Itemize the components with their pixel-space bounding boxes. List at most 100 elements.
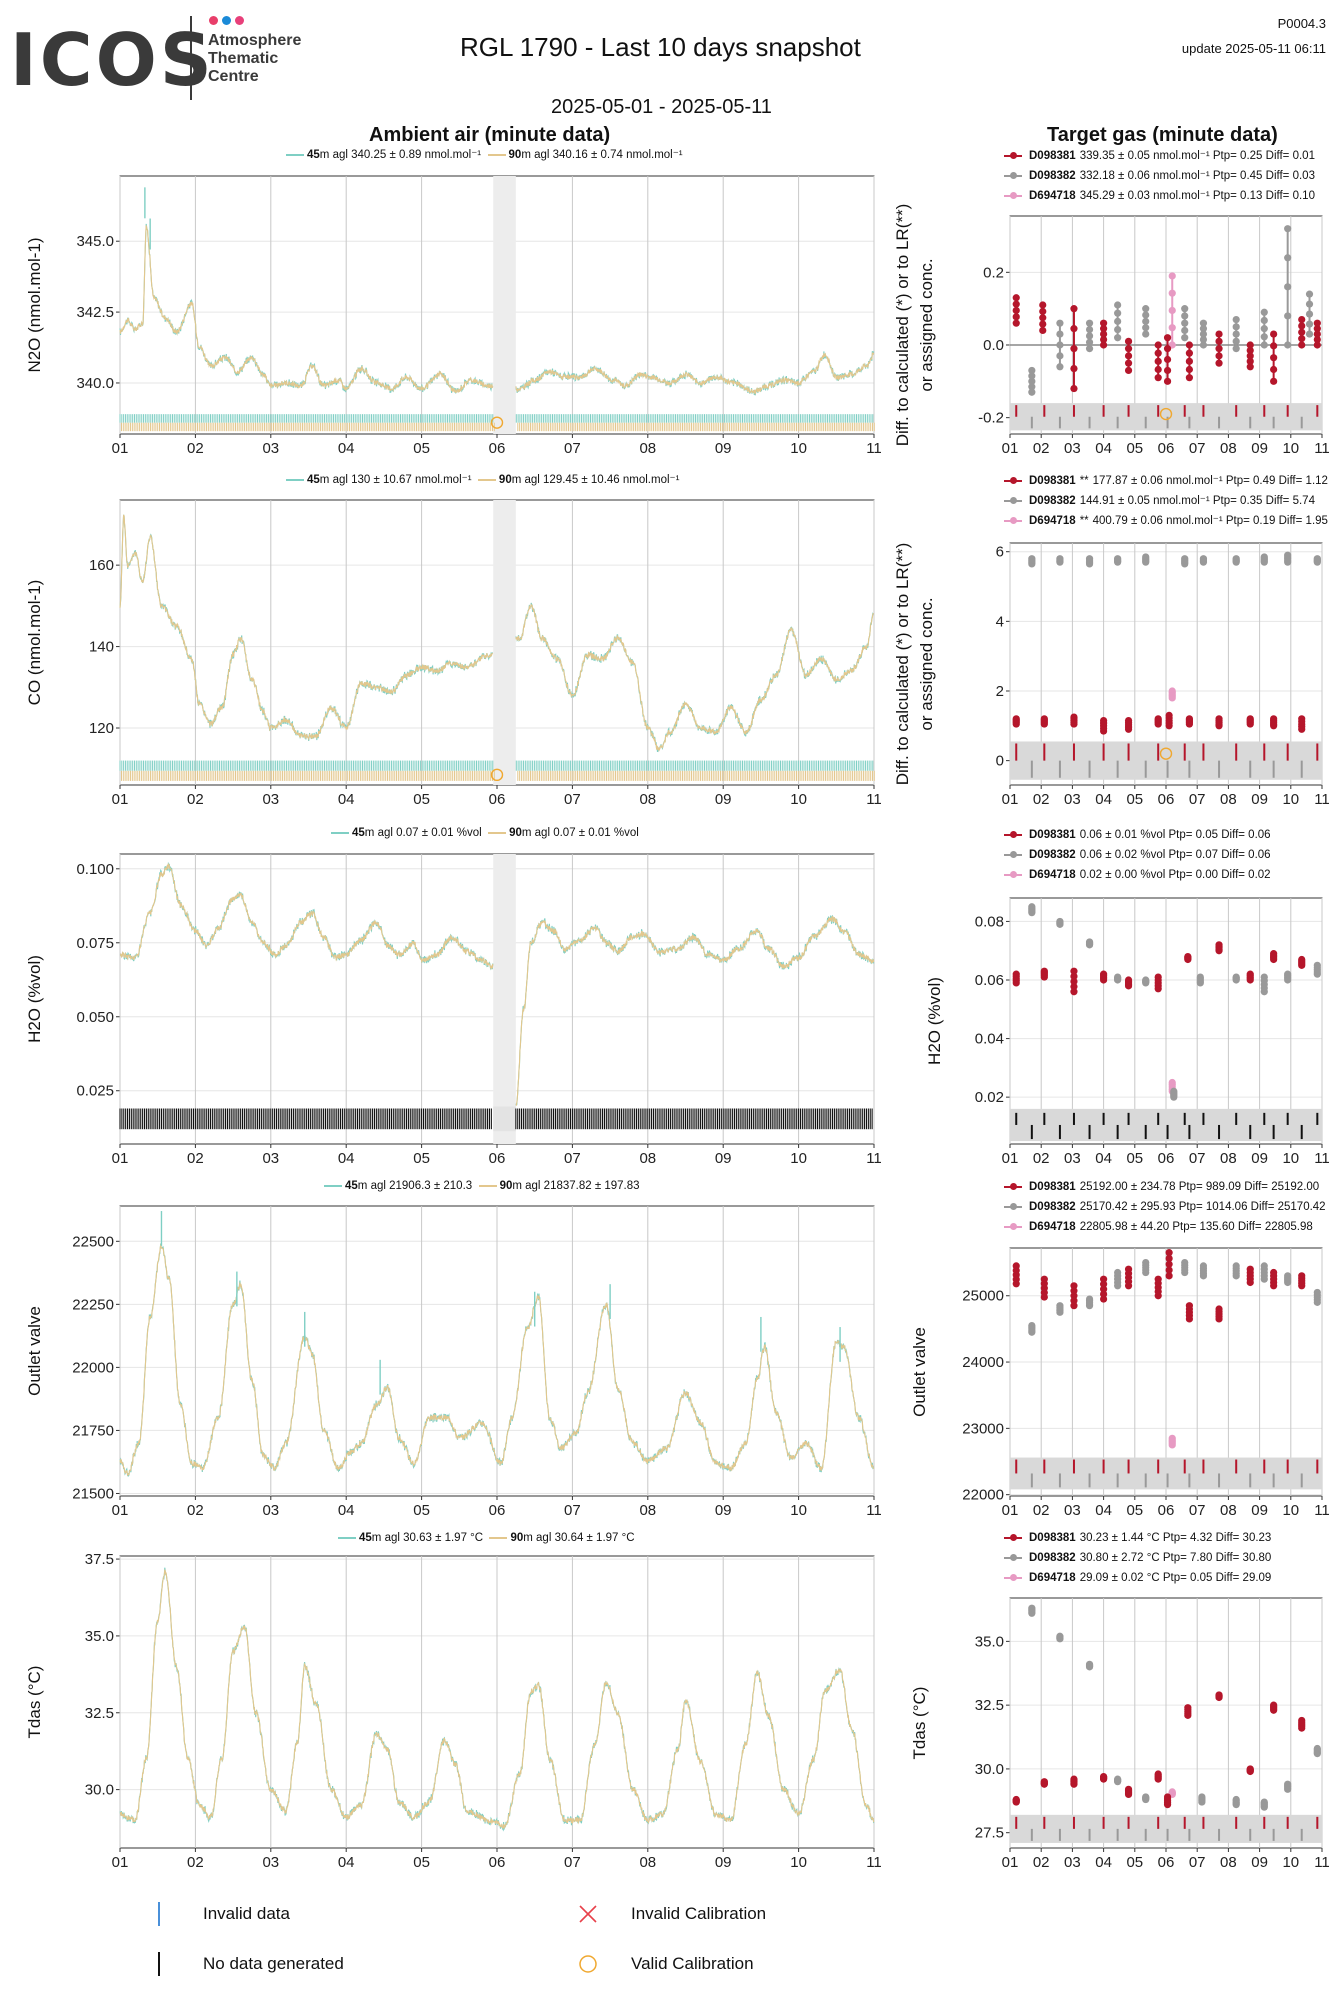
target-point-D098382 [1085, 325, 1094, 334]
target-point-D098381 [1100, 1295, 1108, 1303]
target-point-D098381 [1298, 955, 1306, 964]
footer-legend: Invalid data No data generated Invalid C… [0, 1890, 1340, 1990]
target-point-D098381 [1070, 345, 1078, 353]
x-tick-label: 02 [1033, 1854, 1050, 1871]
target-point-D098382 [1028, 366, 1036, 375]
target-point-D098382 [1284, 551, 1292, 559]
x-tick-label: 04 [1095, 1502, 1112, 1519]
x-tick-label: 08 [1220, 791, 1237, 808]
y-tick-label: 0.100 [76, 861, 114, 878]
x-tick-label: 10 [1282, 440, 1299, 457]
target-point-D098381 [1215, 1691, 1223, 1699]
target-point-D098382 [1028, 377, 1036, 385]
cylinder-id: D098381 [1029, 829, 1076, 841]
target-point-D098381 [1124, 345, 1133, 353]
target-point-D098381 [1298, 335, 1306, 343]
x-tick-label: 06 [1158, 791, 1175, 808]
target-point-D098382 [1114, 301, 1122, 309]
chart-outlet_ambient: 21500 21750 22000 22250 22500 01 02 03 04 05 06 07 0… [25, 1205, 882, 1519]
target-point-D098381 [1012, 1262, 1020, 1270]
target-point-D098381 [1070, 1282, 1078, 1290]
target-point-D098381 [1070, 365, 1078, 373]
target-point-D098381 [1185, 715, 1193, 723]
target-point-D098381 [1313, 319, 1321, 327]
target-point-D098382 [1085, 345, 1094, 353]
x-tick-label: 03 [1064, 1854, 1081, 1871]
legend-text: m agl 30.64 ± 1.97 °C [523, 1532, 635, 1544]
target-point-D098382 [1028, 1321, 1036, 1330]
target-point-D098381 [1185, 374, 1193, 382]
target-point-D098381 [1165, 1272, 1173, 1280]
y-tick-label: 30.0 [975, 1761, 1004, 1778]
logo-dots [209, 16, 244, 25]
target-point-D098381 [1154, 349, 1162, 357]
legend-text: m agl 130 ± 10.67 nmol.mol⁻¹ [319, 474, 472, 486]
x-tick-label: 09 [715, 1502, 732, 1519]
x-tick-label: 02 [187, 1854, 204, 1871]
h2o-ambient-legend: 45m agl 0.07 ± 0.01 %vol 90m agl 0.07 ± … [331, 827, 639, 839]
target-point-D098381 [1154, 374, 1162, 382]
target-point-D098381 [1154, 341, 1162, 349]
legend-text: 177.87 ± 0.06 nmol.mol⁻¹ Ptp= 0.49 Diff=… [1092, 475, 1328, 487]
y-axis-label-line-2: or assigned conc. [917, 597, 936, 730]
y-tick-label: 25000 [962, 1288, 1004, 1305]
logo-subtitle-line-3: Centre [208, 68, 259, 85]
target-point-D098381 [1270, 365, 1278, 374]
target-point-D098382 [1199, 555, 1208, 563]
y-tick-label: 32.5 [85, 1705, 114, 1722]
legend-item-D098382: D098382 0.06 ± 0.02 %vol Ptp= 0.07 Diff= … [1004, 845, 1271, 865]
target-point-D098381 [1246, 970, 1254, 978]
valid-calibration-marker [490, 416, 504, 429]
target-point-D098382 [1260, 341, 1268, 349]
y-axis-label: N2O (nmol.mol-1) [25, 237, 44, 372]
x-tick-label: 03 [1064, 1150, 1081, 1167]
target-point-D098381 [1070, 982, 1078, 991]
y-tick-label: 0.04 [975, 1031, 1004, 1048]
target-point-D098381 [1124, 1265, 1133, 1273]
x-tick-label: 03 [262, 1150, 279, 1167]
legend-swatch-90m [477, 478, 496, 481]
target-point-D098382 [1232, 555, 1240, 563]
target-point-D098382 [1284, 312, 1292, 320]
valid-calibration-marker [1159, 407, 1173, 421]
target-point-D098381 [1100, 970, 1108, 978]
target-point-D098381 [1070, 713, 1078, 721]
target-point-D098382 [1313, 1288, 1321, 1297]
legend-height-label: 90 [510, 1532, 524, 1544]
target-point-D098381 [1246, 1265, 1254, 1273]
y-tick-label: -0.2 [978, 410, 1004, 427]
legend-swatch-45m [286, 153, 304, 156]
chart-n2o_ambient: 340.0 342.5 345.0 01 02 03 04 05 06 07 08 09 10 11 N2O… [25, 175, 882, 457]
target-point-D098381 [1154, 357, 1162, 365]
target-point-D098382 [1260, 333, 1268, 341]
legend-height-label: 45 [359, 1532, 372, 1544]
series-90m-line [515, 351, 875, 395]
legend-swatch-90m [487, 153, 506, 156]
target-point-D098381 [1246, 346, 1254, 355]
target-point-D098382 [1313, 1744, 1321, 1753]
target-point-D098381 [1070, 384, 1078, 393]
x-tick-label: 03 [1064, 1502, 1081, 1519]
target-point-D098382 [1114, 334, 1122, 342]
target-point-D098381 [1012, 1795, 1020, 1804]
y-tick-label: 4 [996, 613, 1004, 630]
cylinder-id: D694718 [1029, 190, 1076, 202]
x-tick-label: 07 [1189, 1502, 1206, 1519]
legend-swatch-45m [338, 1536, 356, 1539]
legend-text: 30.23 ± 1.44 °C Ptp= 4.32 Diff= 30.23 [1079, 1532, 1272, 1544]
legend-swatch [1004, 1223, 1022, 1230]
target-point-D098382 [1181, 305, 1189, 313]
target-point-D098382 [1056, 341, 1064, 349]
logo-dot-magenta [235, 16, 244, 25]
x-tick-label: 02 [187, 1502, 204, 1519]
x-tick-label: 08 [639, 791, 656, 808]
y-axis-label: Tdas (°C) [910, 1687, 929, 1760]
x-tick-label: 06 [489, 1150, 506, 1167]
target-point-D098381 [1165, 1249, 1173, 1257]
target-point-D098381 [1165, 711, 1173, 719]
target-point-D098381 [1070, 325, 1078, 333]
calibration-band [1010, 1814, 1322, 1843]
y-tick-label: 21750 [72, 1422, 114, 1439]
target-point-D098381 [1215, 330, 1223, 338]
